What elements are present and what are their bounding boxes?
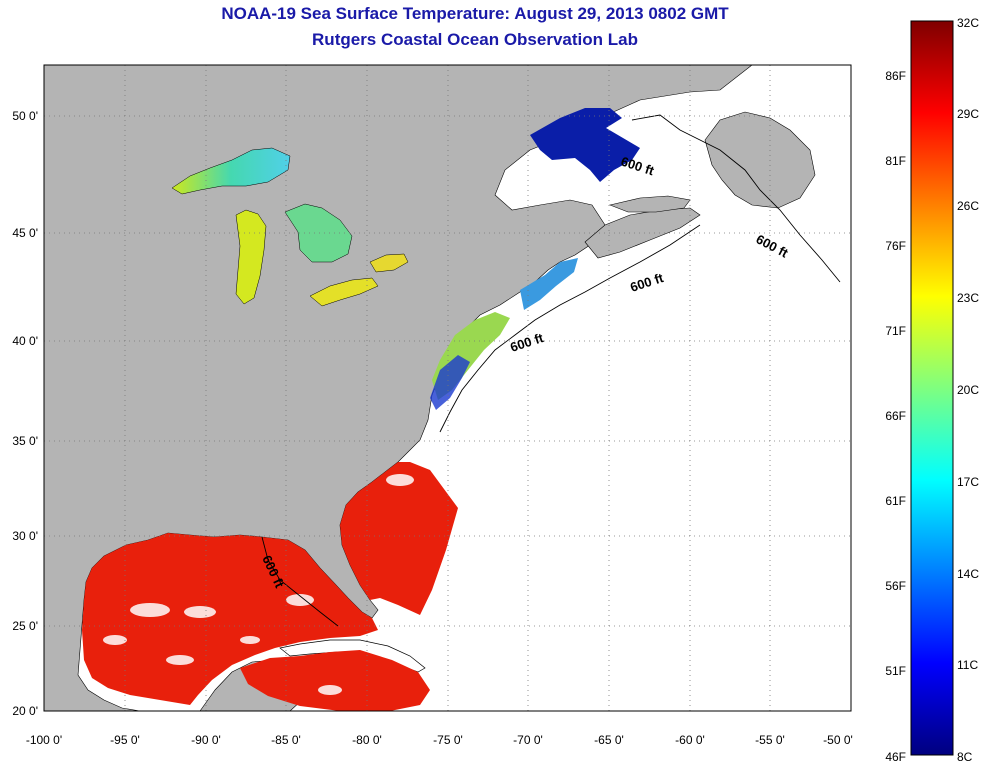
colorbar-c-label: 29C	[957, 107, 979, 121]
land-nova-scotia	[584, 207, 701, 259]
colorbar-c-label: 8C	[957, 750, 973, 764]
y-tick-label: 40 0'	[12, 334, 38, 348]
land-newfoundland	[704, 111, 816, 209]
map-subtitle: Rutgers Coastal Ocean Observation Lab	[312, 30, 638, 49]
colorbar-fahrenheit-labels: 86F 81F 76F 71F 66F 61F 56F 51F 46F	[885, 69, 906, 764]
colorbar-celsius-labels: 32C 29C 26C 23C 20C 17C 14C 11C 8C	[957, 16, 979, 764]
isobath-600ft	[261, 114, 841, 627]
y-axis: 50 0' 45 0' 40 0' 35 0' 30 0' 25 0' 20 0…	[12, 109, 38, 718]
lake-ontario	[369, 253, 409, 273]
colorbar-f-label: 56F	[885, 579, 906, 593]
sst-caribbean	[240, 650, 430, 711]
colorbar-c-label: 32C	[957, 16, 979, 30]
x-tick-label: -75 0'	[433, 733, 463, 747]
y-tick-label: 25 0'	[12, 619, 38, 633]
x-tick-label: -55 0'	[755, 733, 785, 747]
x-tick-label: -70 0'	[513, 733, 543, 747]
lake-huron	[284, 203, 353, 263]
x-tick-label: -80 0'	[352, 733, 382, 747]
colorbar-f-label: 81F	[885, 154, 906, 168]
colorbar	[910, 20, 954, 756]
cloud-gaps	[103, 474, 414, 695]
y-tick-label: 30 0'	[12, 529, 38, 543]
x-tick-label: -65 0'	[594, 733, 624, 747]
land-anticosti	[608, 195, 691, 213]
colorbar-f-label: 61F	[885, 494, 906, 508]
x-tick-label: -50 0'	[823, 733, 853, 747]
colorbar-c-label: 26C	[957, 199, 979, 213]
colorbar-f-label: 46F	[885, 750, 906, 764]
sst-gulf-of-maine	[520, 258, 578, 310]
colorbar-c-label: 23C	[957, 291, 979, 305]
x-axis: -100 0' -95 0' -90 0' -85 0' -80 0' -75 …	[26, 733, 853, 747]
colorbar-f-label: 76F	[885, 239, 906, 253]
colorbar-c-label: 11C	[957, 658, 978, 672]
y-tick-label: 35 0'	[12, 434, 38, 448]
colorbar-f-label: 71F	[885, 324, 906, 338]
lake-erie	[309, 277, 379, 307]
colorbar-c-label: 14C	[957, 567, 979, 581]
x-tick-label: -85 0'	[271, 733, 301, 747]
sst-cold-shelf-spots	[430, 355, 470, 410]
x-tick-label: -100 0'	[26, 733, 62, 747]
y-tick-label: 45 0'	[12, 226, 38, 240]
colorbar-c-label: 17C	[957, 475, 979, 489]
sst-south-atlantic-bight	[340, 462, 458, 615]
x-tick-label: -95 0'	[110, 733, 140, 747]
colorbar-f-label: 66F	[885, 409, 906, 423]
colorbar-f-label: 51F	[885, 664, 906, 678]
y-tick-label: 20 0'	[12, 704, 38, 718]
x-tick-label: -60 0'	[675, 733, 705, 747]
colorbar-f-label: 86F	[885, 69, 906, 83]
x-tick-label: -90 0'	[191, 733, 221, 747]
sst-st-lawrence	[530, 108, 640, 182]
lake-michigan	[235, 209, 267, 305]
colorbar-c-label: 20C	[957, 383, 979, 397]
sst-gulf-of-mexico	[82, 533, 378, 705]
lake-superior	[171, 147, 291, 195]
land-cuba	[279, 639, 426, 673]
y-tick-label: 50 0'	[12, 109, 38, 123]
map-border	[43, 64, 852, 712]
map-title: NOAA-19 Sea Surface Temperature: August …	[221, 4, 729, 23]
map-layers	[44, 65, 851, 711]
